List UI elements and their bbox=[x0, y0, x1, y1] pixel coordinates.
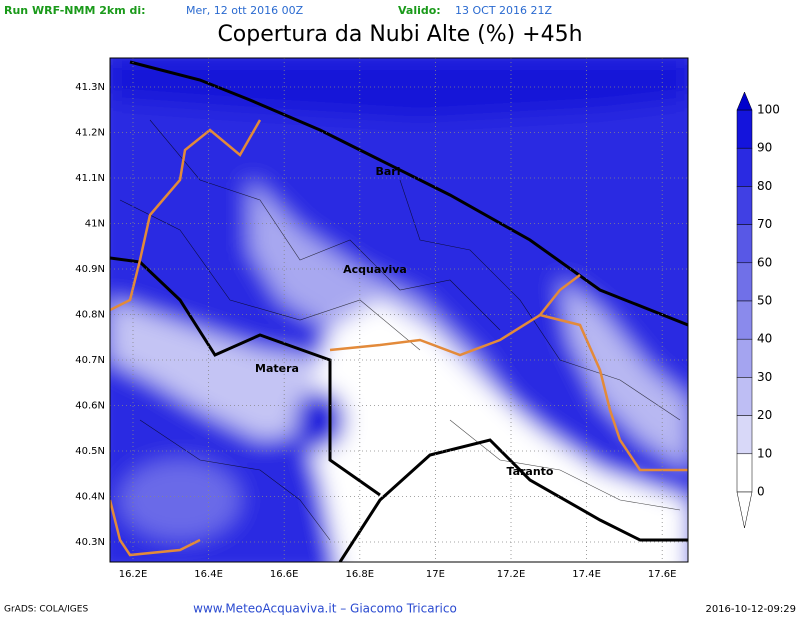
map-frame bbox=[109, 57, 689, 563]
colorbar-tick-label: 70 bbox=[757, 217, 772, 231]
colorbar-tick-label: 30 bbox=[757, 370, 772, 384]
colorbar-tick-label: 80 bbox=[757, 179, 772, 193]
colorbar-arrow bbox=[736, 491, 753, 529]
colorbar-swatch bbox=[736, 415, 753, 455]
lon-tick-label: 16.2E bbox=[119, 569, 148, 580]
colorbar-swatch bbox=[736, 224, 753, 264]
lon-tick-label: 17.2E bbox=[497, 569, 526, 580]
footer-right: 2016-10-12-09:29 bbox=[705, 604, 796, 615]
colorbar-swatch bbox=[736, 109, 753, 149]
colorbar-tick-label: 90 bbox=[757, 141, 772, 155]
colorbar-swatch bbox=[736, 262, 753, 302]
lat-tick-label: 40.7N bbox=[75, 355, 105, 366]
city-label: Taranto bbox=[506, 465, 553, 478]
colorbar-tick-label: 60 bbox=[757, 255, 772, 269]
lat-tick-label: 40.8N bbox=[75, 310, 105, 321]
lat-tick-label: 41.3N bbox=[75, 82, 105, 93]
lat-tick-label: 41.2N bbox=[75, 128, 105, 139]
footer-left: GrADS: COLA/IGES bbox=[4, 605, 88, 615]
graticule bbox=[110, 58, 688, 562]
lat-tick-label: 41N bbox=[85, 219, 105, 230]
lon-tick-label: 16.6E bbox=[270, 569, 299, 580]
lat-tick-label: 40.3N bbox=[75, 537, 105, 548]
colorbar-swatch bbox=[736, 300, 753, 340]
colorbar-tick-label: 0 bbox=[757, 485, 765, 499]
cloud-field bbox=[110, 58, 688, 562]
lon-tick-label: 17.4E bbox=[572, 569, 601, 580]
colorbar-tick-label: 40 bbox=[757, 332, 772, 346]
lat-tick-label: 40.6N bbox=[75, 401, 105, 412]
lon-tick-label: 16.4E bbox=[194, 569, 223, 580]
city-label: Bari bbox=[375, 165, 400, 178]
colorbar-swatch bbox=[736, 147, 753, 187]
lon-tick-label: 17E bbox=[426, 569, 445, 580]
city-label: Acquaviva bbox=[343, 263, 407, 276]
colorbar-swatch bbox=[736, 377, 753, 416]
lat-tick-label: 41.1N bbox=[75, 173, 105, 184]
colorbar-arrow bbox=[736, 91, 753, 111]
colorbar-tick-label: 20 bbox=[757, 408, 772, 422]
run-date: Mer, 12 ott 2016 00Z bbox=[186, 4, 304, 17]
colorbar-tick-label: 100 bbox=[757, 103, 780, 117]
lat-tick-label: 40.9N bbox=[75, 264, 105, 275]
valid-date: 13 OCT 2016 21Z bbox=[455, 4, 553, 17]
valid-label: Valido: bbox=[398, 4, 441, 17]
colorbar-tick-label: 50 bbox=[757, 294, 772, 308]
lat-tick-label: 40.4N bbox=[75, 492, 105, 503]
colorbar-tick-label: 10 bbox=[757, 446, 772, 460]
colorbar-swatch bbox=[736, 453, 753, 493]
run-label: Run WRF-NMM 2km di: bbox=[4, 4, 146, 17]
city-label: Matera bbox=[255, 362, 299, 375]
title: Copertura da Nubi Alte (%) +45h bbox=[217, 22, 582, 47]
lon-tick-label: 17.6E bbox=[648, 569, 677, 580]
footer-center: www.MeteoAcquaviva.it – Giacomo Tricaric… bbox=[193, 602, 457, 616]
lon-tick-label: 16.8E bbox=[346, 569, 375, 580]
lat-tick-label: 40.5N bbox=[75, 446, 105, 457]
colorbar-swatch bbox=[736, 338, 753, 378]
colorbar-swatch bbox=[736, 186, 753, 225]
